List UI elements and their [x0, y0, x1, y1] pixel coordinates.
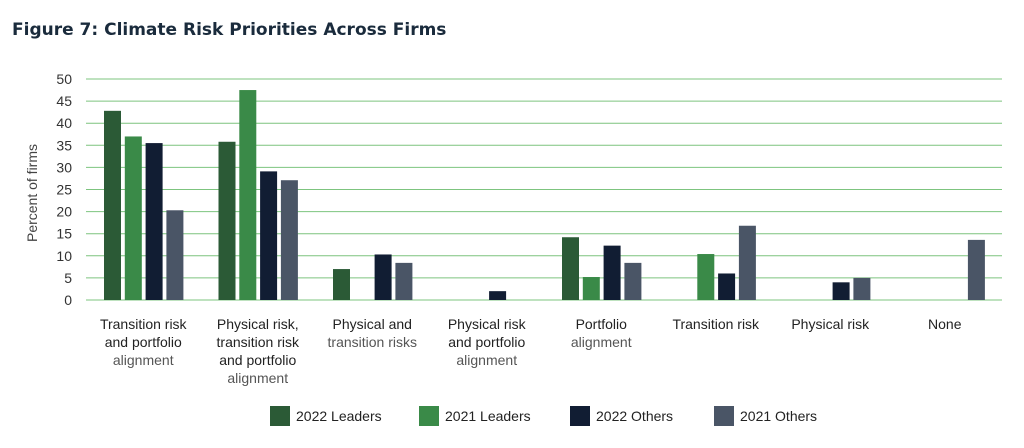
y-tick-label: 25: [56, 182, 72, 198]
x-category-label-line: Physical risk: [448, 316, 527, 332]
legend-label: 2021 Others: [740, 408, 817, 424]
legend-swatch: [570, 406, 590, 426]
y-tick-label: 5: [64, 270, 72, 286]
bar-2021-leaders-6: [697, 254, 715, 300]
bar-2022-others-4: [489, 291, 507, 300]
y-tick-label: 15: [56, 226, 72, 242]
x-category-label-line: Transition risk: [100, 316, 188, 332]
x-category-label-line: and portfolio: [448, 334, 525, 350]
bar-2021-others-8: [967, 239, 985, 300]
x-category-label: Transition risk and portfolio alignment: [100, 316, 188, 368]
legend-swatch: [270, 406, 290, 426]
gridlines: [86, 78, 1002, 301]
bar-2022-others-5: [603, 245, 621, 300]
x-category-label: None: [928, 316, 962, 332]
bar-2021-others-7: [853, 277, 871, 300]
x-category-label: Physical risk: [791, 316, 870, 332]
x-category-label-line: alignment: [456, 352, 517, 368]
bar-2022-leaders-2: [218, 141, 236, 300]
bar-2022-others-6: [718, 273, 736, 300]
x-category-label: Physical and transition risks: [328, 316, 417, 350]
bar-2022-others-3: [374, 254, 392, 300]
bar-2021-leaders-2: [239, 90, 257, 300]
bar-2021-leaders-5: [582, 277, 600, 300]
x-category-label-line: alignment: [113, 352, 174, 368]
category-labels: Transition risk and portfolio alignmentPhy…: [100, 316, 962, 386]
bar-2021-others-2: [280, 180, 298, 300]
bar-2022-leaders-1: [104, 110, 121, 300]
legend-swatch: [419, 406, 439, 426]
bar-2021-others-1: [166, 210, 184, 300]
y-tick-label: 50: [56, 71, 72, 87]
x-category-label-line: Portfolio: [576, 316, 628, 332]
x-category-label-line: and portfolio: [219, 352, 296, 368]
y-tick-label: 10: [56, 248, 72, 264]
x-category-label: Portfolio alignment: [571, 316, 632, 350]
legend-label: 2022 Leaders: [296, 408, 382, 424]
x-category-label-line: None: [928, 316, 962, 332]
x-category-label-line: Transition risk: [672, 316, 760, 332]
x-category-label-line: Physical risk,: [217, 316, 299, 332]
x-category-label: Transition risk: [672, 316, 760, 332]
legend-swatch: [714, 406, 734, 426]
x-category-label: Physical risk and portfolio alignment: [448, 316, 527, 368]
chart-title: Figure 7: Climate Risk Priorities Across…: [12, 20, 447, 40]
y-tick-label: 35: [56, 137, 72, 153]
x-category-label-line: and portfolio: [105, 334, 182, 350]
y-axis-ticks: 0 5 10 15 20 25 30 35 40 45 50: [56, 71, 72, 308]
x-category-label-line: Physical risk: [791, 316, 870, 332]
bar-2021-others-5: [624, 262, 642, 300]
bar-2021-leaders-1: [124, 136, 142, 300]
bar-2021-others-6: [738, 225, 756, 300]
y-tick-label: 0: [64, 292, 72, 308]
y-tick-label: 40: [56, 115, 72, 131]
bars: [104, 90, 985, 300]
legend-label: 2021 Leaders: [445, 408, 531, 424]
x-category-label-line: Physical and: [333, 316, 412, 332]
bar-2022-leaders-3: [333, 269, 350, 300]
y-axis-label: Percent of firms: [24, 144, 40, 242]
legend-label: 2022 Others: [596, 408, 673, 424]
bar-2022-others-7: [832, 282, 850, 300]
bar-2022-others-2: [260, 171, 278, 300]
x-category-label-line: alignment: [227, 370, 288, 386]
x-category-label: Physical risk, transition risk and portfol…: [217, 316, 300, 386]
legend: 2022 Leaders 2021 Leaders 2022 Others 2021 …: [270, 406, 817, 426]
x-category-label-line: alignment: [571, 334, 632, 350]
bar-2022-leaders-5: [562, 237, 579, 300]
bar-2022-others-1: [145, 143, 163, 300]
y-tick-label: 30: [56, 159, 72, 175]
x-category-label-line: transition risk: [217, 334, 300, 350]
x-category-label-line: transition risks: [328, 334, 417, 350]
bar-2021-others-3: [395, 262, 413, 300]
y-tick-label: 20: [56, 204, 72, 220]
y-tick-label: 45: [56, 93, 72, 109]
